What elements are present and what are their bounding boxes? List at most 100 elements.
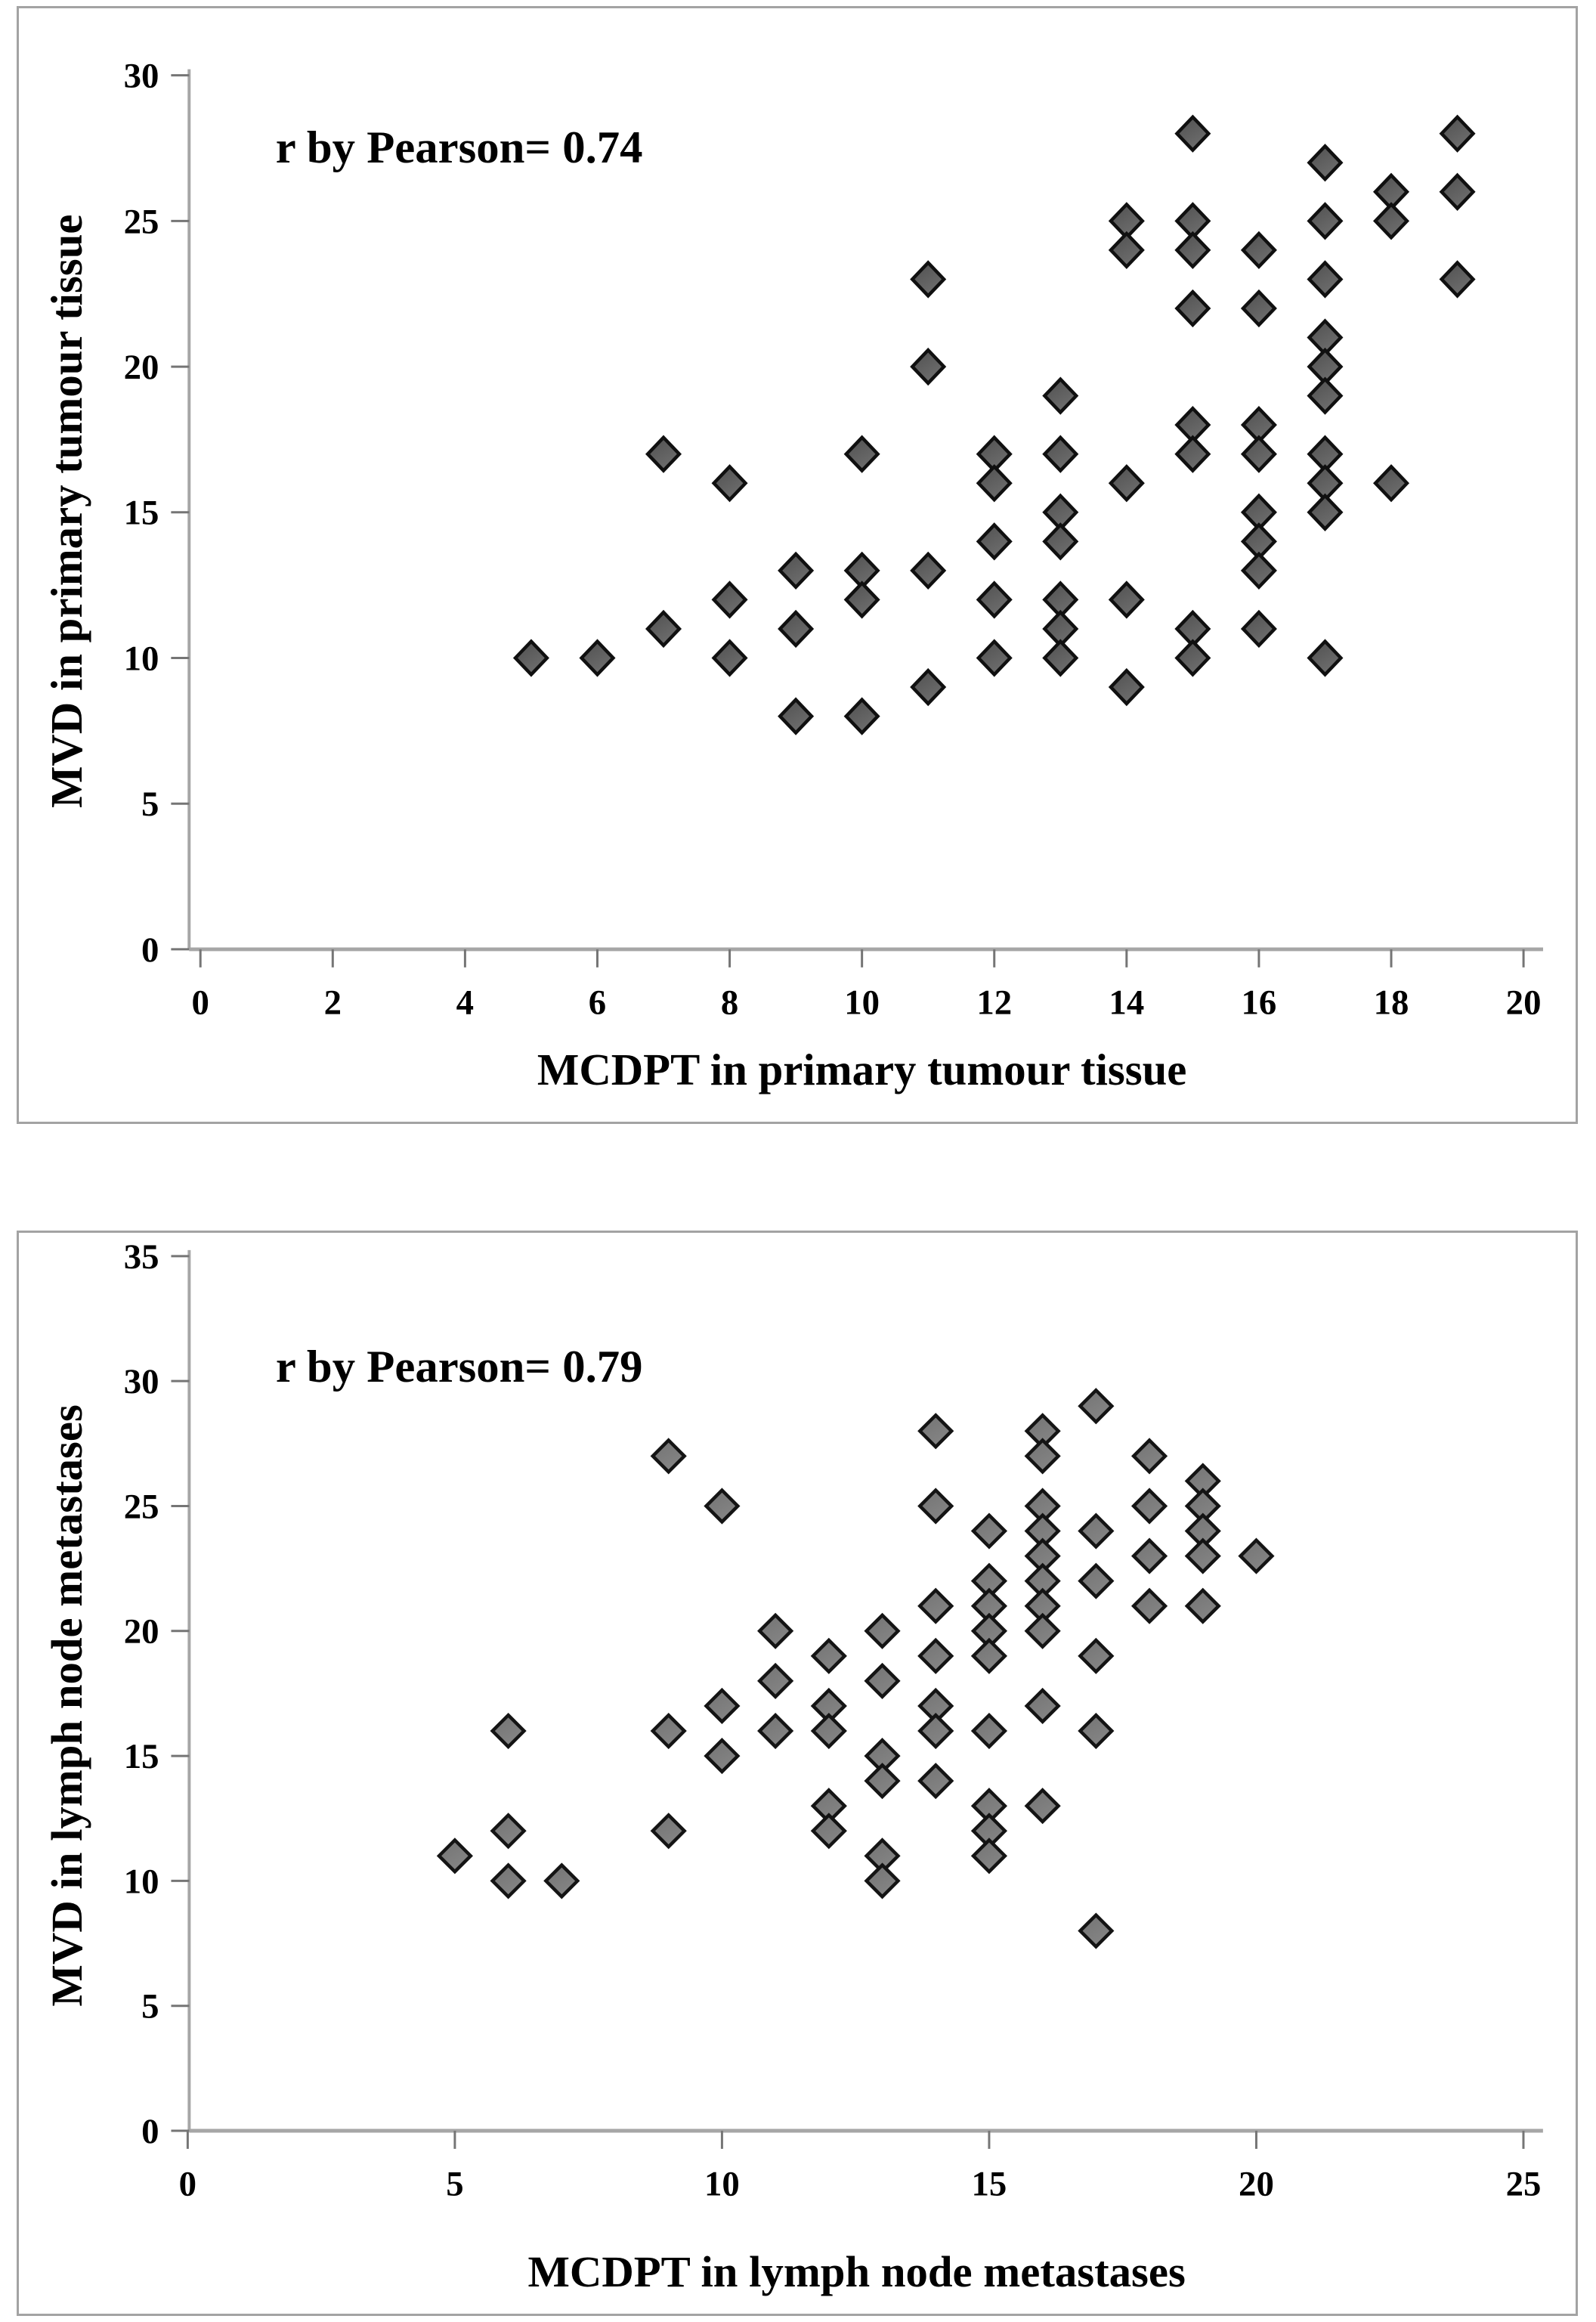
data-point xyxy=(1174,289,1211,328)
x-tick-label: 20 xyxy=(1506,983,1542,1023)
data-point xyxy=(917,1413,954,1450)
x-tick-label: 16 xyxy=(1242,983,1277,1023)
data-point xyxy=(1240,289,1277,328)
x-tick-label: 0 xyxy=(192,983,209,1023)
x-axis-title: MCDPT in lymph node metastases xyxy=(527,2247,1185,2296)
data-point xyxy=(1078,1637,1115,1674)
data-point xyxy=(704,1488,741,1525)
figure-lymph-node-scatter: 0 5 10 15 20 25 0 5 10 15 20 25 30 35 r by Pearson= 0.… xyxy=(17,1231,1578,2316)
data-point xyxy=(1174,435,1211,473)
data-point xyxy=(1130,1587,1168,1624)
data-point xyxy=(1042,639,1079,677)
x-tick-label: 10 xyxy=(844,983,880,1023)
x-tick-label: 14 xyxy=(1109,983,1144,1023)
data-point xyxy=(810,1813,847,1850)
data-point xyxy=(490,1813,527,1850)
data-point xyxy=(970,1712,1008,1750)
data-point xyxy=(579,639,616,677)
data-point xyxy=(910,347,947,386)
data-point xyxy=(1108,231,1145,270)
data-point xyxy=(778,697,815,735)
data-point xyxy=(1307,260,1344,299)
data-point xyxy=(1042,435,1079,473)
x-tick-label: 20 xyxy=(1239,2165,1274,2204)
data-point xyxy=(917,1488,954,1525)
y-tick-label: 25 xyxy=(124,202,159,241)
data-point xyxy=(1042,376,1079,415)
data-point xyxy=(917,1637,954,1674)
data-point xyxy=(650,1712,687,1750)
data-point xyxy=(810,1712,847,1750)
data-point xyxy=(1078,1512,1115,1550)
y-tick-label: 10 xyxy=(124,639,159,678)
data-point xyxy=(976,522,1013,561)
data-point xyxy=(1307,493,1344,531)
data-point xyxy=(970,1512,1008,1550)
data-point xyxy=(1307,376,1344,415)
data-point xyxy=(650,1813,687,1850)
data-point xyxy=(757,1712,794,1750)
data-point xyxy=(810,1637,847,1674)
data-point xyxy=(436,1837,473,1875)
y-tick-label: 0 xyxy=(141,2112,159,2151)
data-point xyxy=(645,435,682,473)
data-point xyxy=(864,1862,901,1899)
data-point xyxy=(917,1587,954,1624)
data-point xyxy=(711,639,748,677)
data-point xyxy=(1078,1912,1115,1949)
y-tick-label: 10 xyxy=(124,1862,159,1901)
x-tick-label: 0 xyxy=(179,2165,196,2204)
data-point xyxy=(1108,580,1145,619)
x-tick-label: 4 xyxy=(456,983,474,1023)
data-point xyxy=(1130,1488,1168,1525)
x-tick-label: 25 xyxy=(1506,2165,1542,2204)
data-point xyxy=(1108,464,1145,503)
data-point xyxy=(1024,1612,1061,1649)
data-point xyxy=(910,667,947,707)
data-point xyxy=(1024,1438,1061,1475)
data-point xyxy=(1174,231,1211,270)
data-point xyxy=(1184,1587,1221,1624)
data-point xyxy=(1184,1537,1221,1574)
data-point xyxy=(1372,202,1410,240)
y-tick-label: 15 xyxy=(124,1737,159,1776)
data-point xyxy=(1439,114,1476,153)
y-tick-label: 30 xyxy=(124,57,159,96)
scatter-plot-lymph-node: 0 5 10 15 20 25 0 5 10 15 20 25 30 35 r by Pearson= 0.… xyxy=(42,1237,1543,2296)
data-point xyxy=(1108,667,1145,707)
data-point xyxy=(843,580,880,619)
data-point xyxy=(1078,1562,1115,1599)
data-point xyxy=(1024,1687,1061,1725)
data-point xyxy=(1240,231,1277,270)
data-point xyxy=(1372,464,1410,503)
y-axis-title: MVD in lymph node metastases xyxy=(42,1404,91,2006)
data-point xyxy=(1078,1712,1115,1750)
x-tick-label: 6 xyxy=(589,983,606,1023)
x-tick-label: 8 xyxy=(721,983,738,1023)
data-point xyxy=(1130,1537,1168,1574)
y-tick-label: 25 xyxy=(124,1487,159,1526)
data-point xyxy=(1439,172,1476,211)
data-point xyxy=(512,639,549,677)
data-point xyxy=(976,580,1013,619)
y-tick-label: 5 xyxy=(141,1987,159,2026)
data-point xyxy=(910,551,947,590)
data-point xyxy=(910,260,947,299)
data-point xyxy=(970,1637,1008,1674)
data-point xyxy=(1240,551,1277,590)
data-point xyxy=(1307,202,1344,240)
data-point xyxy=(490,1712,527,1750)
data-point xyxy=(650,1438,687,1475)
data-point xyxy=(1439,260,1476,299)
x-tick-label: 18 xyxy=(1374,983,1409,1023)
y-tick-label: 20 xyxy=(124,348,159,387)
data-point xyxy=(864,1763,901,1800)
data-point xyxy=(1174,114,1211,153)
data-point xyxy=(704,1738,741,1775)
x-axis-title: MCDPT in primary tumour tissue xyxy=(537,1045,1187,1094)
data-point xyxy=(843,697,880,735)
data-point xyxy=(1078,1388,1115,1425)
data-point xyxy=(843,435,880,473)
data-point xyxy=(970,1837,1008,1875)
data-point xyxy=(757,1612,794,1649)
